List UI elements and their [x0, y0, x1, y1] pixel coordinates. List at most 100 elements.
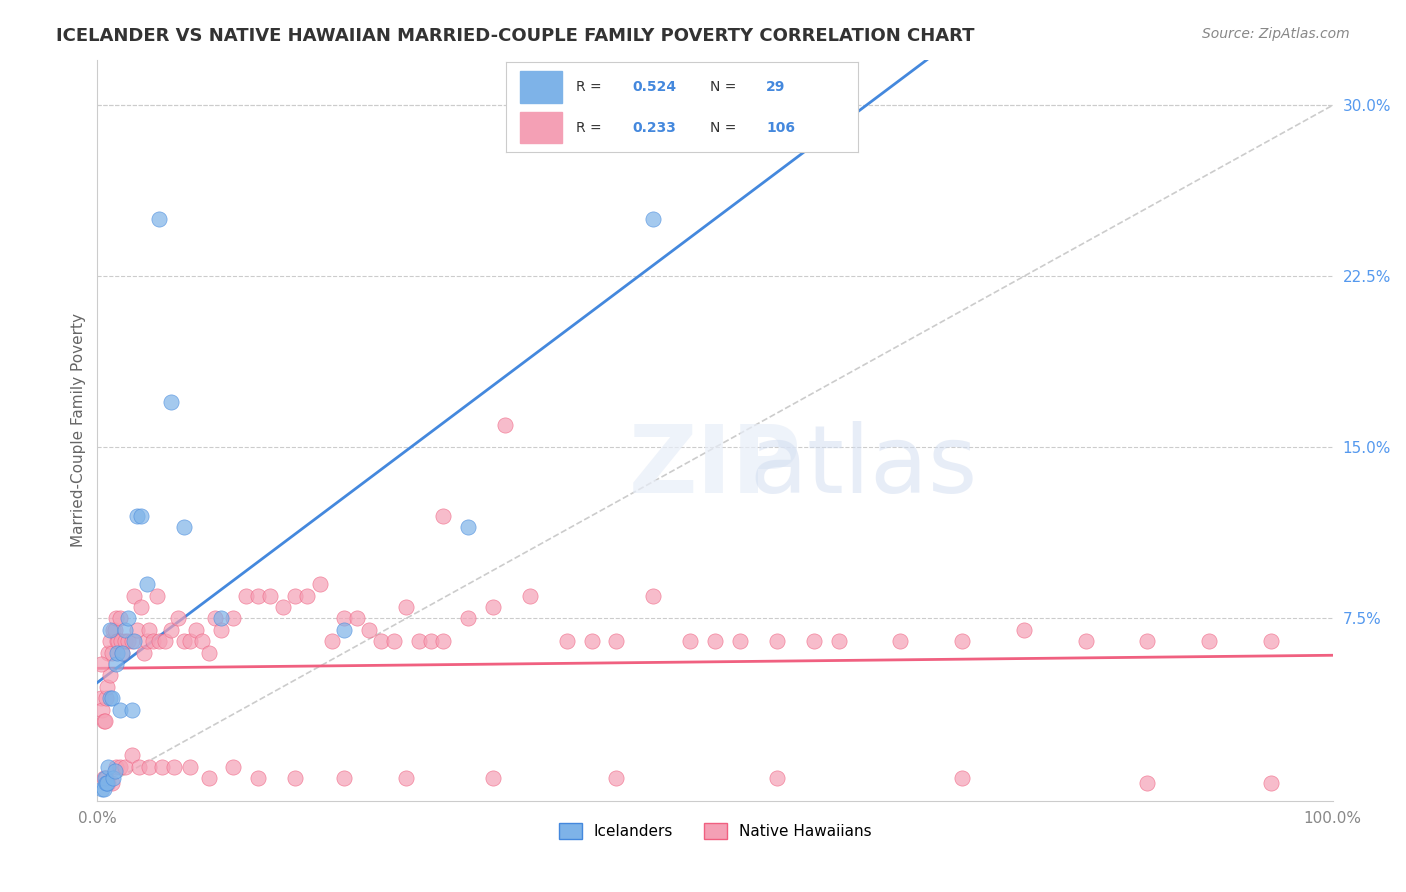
Point — [94, 714, 117, 728]
Point — [704, 634, 727, 648]
Point — [90, 657, 112, 671]
Point — [142, 634, 165, 648]
Point — [1260, 634, 1282, 648]
Point — [605, 771, 627, 785]
Point — [408, 634, 430, 648]
Point — [581, 634, 603, 648]
Point — [129, 508, 152, 523]
Point — [98, 623, 121, 637]
Point — [481, 771, 503, 785]
Point — [94, 775, 117, 789]
Point — [150, 759, 173, 773]
Point — [166, 611, 188, 625]
Point — [104, 764, 127, 779]
Point — [209, 611, 232, 625]
Bar — [520, 71, 562, 103]
Point — [297, 589, 319, 603]
Point — [950, 771, 973, 785]
Point — [160, 394, 183, 409]
Point — [204, 611, 226, 625]
Point — [370, 634, 392, 648]
Text: atlas: atlas — [749, 421, 977, 513]
Point — [125, 623, 148, 637]
Point — [222, 759, 245, 773]
Point — [105, 646, 128, 660]
Point — [101, 775, 124, 789]
Point — [101, 646, 124, 660]
Point — [827, 634, 849, 648]
Point — [284, 589, 307, 603]
Point — [148, 634, 170, 648]
Y-axis label: Married-Couple Family Poverty: Married-Couple Family Poverty — [72, 313, 86, 547]
Point — [643, 212, 665, 227]
Point — [235, 589, 257, 603]
Point — [679, 634, 702, 648]
Point — [155, 634, 177, 648]
Point — [94, 771, 117, 785]
Point — [103, 771, 125, 785]
Point — [114, 623, 136, 637]
Point — [94, 691, 117, 706]
Point — [605, 634, 627, 648]
Point — [308, 577, 330, 591]
Point — [432, 508, 454, 523]
Point — [1012, 623, 1035, 637]
Point — [125, 508, 148, 523]
Point — [114, 634, 136, 648]
Point — [128, 759, 150, 773]
Bar — [520, 112, 562, 143]
Point — [346, 611, 368, 625]
Point — [173, 520, 195, 534]
Point — [1136, 775, 1159, 789]
Point — [107, 634, 129, 648]
Point — [104, 623, 127, 637]
Point — [96, 775, 118, 789]
Text: 0.233: 0.233 — [633, 120, 676, 135]
Text: N =: N = — [710, 120, 741, 135]
Point — [321, 634, 343, 648]
Point — [93, 782, 115, 797]
Point — [108, 703, 131, 717]
Point — [104, 759, 127, 773]
Point — [766, 771, 789, 785]
Point — [104, 657, 127, 671]
Point — [950, 634, 973, 648]
Point — [457, 520, 479, 534]
Point — [1136, 634, 1159, 648]
Point — [104, 611, 127, 625]
Point — [197, 771, 219, 785]
Point — [457, 611, 479, 625]
Point — [103, 623, 125, 637]
Point — [93, 714, 115, 728]
Point — [111, 646, 134, 660]
Text: 106: 106 — [766, 120, 796, 135]
Point — [271, 600, 294, 615]
Text: 0.524: 0.524 — [633, 80, 676, 95]
Point — [138, 623, 160, 637]
Text: R =: R = — [576, 80, 606, 95]
Point — [97, 759, 120, 773]
Point — [111, 646, 134, 660]
Point — [246, 589, 269, 603]
Point — [222, 611, 245, 625]
Point — [98, 691, 121, 706]
Point — [432, 634, 454, 648]
Text: ICELANDER VS NATIVE HAWAIIAN MARRIED-COUPLE FAMILY POVERTY CORRELATION CHART: ICELANDER VS NATIVE HAWAIIAN MARRIED-COU… — [56, 27, 974, 45]
Point — [186, 623, 208, 637]
Point — [98, 634, 121, 648]
Point — [382, 634, 405, 648]
Point — [121, 634, 143, 648]
Point — [191, 634, 214, 648]
Point — [91, 703, 114, 717]
Point — [105, 634, 128, 648]
Text: R =: R = — [576, 120, 606, 135]
Point — [145, 589, 167, 603]
Point — [101, 691, 124, 706]
Point — [359, 623, 381, 637]
Point — [96, 680, 118, 694]
Point — [179, 759, 201, 773]
Point — [494, 417, 516, 432]
Point — [643, 589, 665, 603]
Point — [93, 771, 115, 785]
Point — [284, 771, 307, 785]
